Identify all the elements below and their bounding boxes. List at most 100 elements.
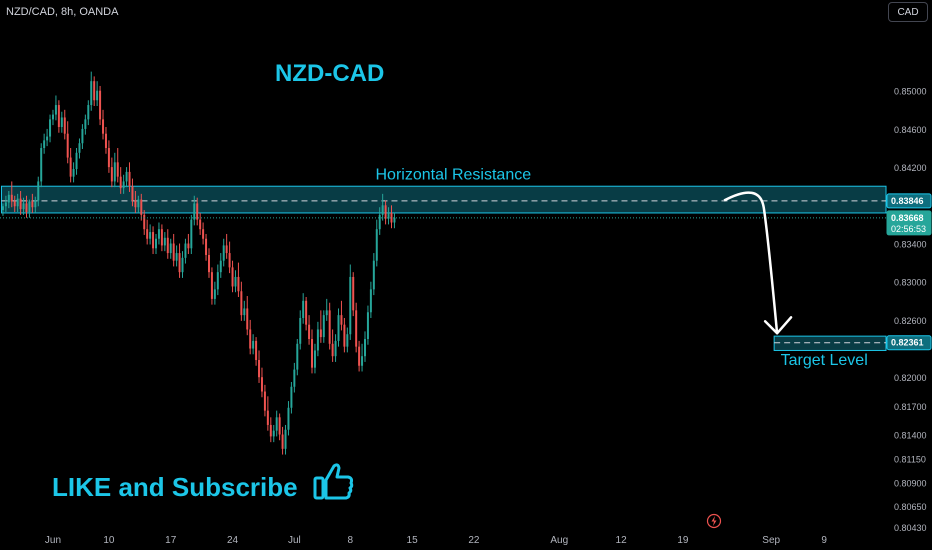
y-tick-label: 0.80430 <box>894 523 927 533</box>
candle-body <box>54 105 57 115</box>
price-label-value: 0.83668 <box>891 213 924 223</box>
lightning-icon[interactable] <box>706 513 722 529</box>
candle-body <box>31 201 34 208</box>
candle-body <box>296 343 299 370</box>
candle-body <box>178 253 181 273</box>
candle-body <box>293 369 296 387</box>
x-tick-label: Jul <box>288 535 301 546</box>
candle-body <box>287 407 290 430</box>
candle-body <box>104 133 107 149</box>
candle-body <box>222 245 225 261</box>
candle-body <box>37 181 40 201</box>
candle-body <box>96 90 99 101</box>
candle-body <box>319 329 322 338</box>
candle-body <box>202 229 205 239</box>
candle-body <box>181 257 184 273</box>
candle-body <box>207 254 210 273</box>
candle-body <box>116 162 119 177</box>
resistance-label: Horizontal Resistance <box>375 167 531 184</box>
x-tick-label: 8 <box>347 535 353 546</box>
candle-body <box>216 272 219 290</box>
price-label-value: 0.83846 <box>891 196 924 206</box>
projection-layer <box>723 191 793 335</box>
candle-body <box>375 229 378 261</box>
candle-body <box>210 272 213 299</box>
y-tick-label: 0.84600 <box>894 125 927 135</box>
candle-body <box>393 217 396 223</box>
candle-body <box>172 243 175 261</box>
candle-body <box>343 324 346 347</box>
candle-body <box>84 119 87 129</box>
candle-body <box>40 148 43 182</box>
candle-body <box>63 117 66 134</box>
candle-body <box>119 176 122 189</box>
candle-body <box>13 201 16 207</box>
y-tick-label: 0.83400 <box>894 240 927 250</box>
candle-body <box>69 157 72 177</box>
candle-body <box>255 340 258 361</box>
y-tick-label: 0.81150 <box>894 454 926 464</box>
candle-body <box>22 203 25 210</box>
candle-body <box>378 214 381 230</box>
candle-body <box>372 260 375 290</box>
thumbs-up-icon <box>312 460 356 504</box>
y-tick-label: 0.80650 <box>894 502 927 512</box>
candle-body <box>146 229 149 239</box>
candle-body <box>184 243 187 258</box>
currency-button[interactable]: CAD <box>888 2 928 22</box>
x-tick-label: 9 <box>821 535 827 546</box>
candle-body <box>46 136 49 141</box>
candle-body <box>102 119 105 134</box>
candle-body <box>175 253 178 261</box>
candle-body <box>366 312 369 340</box>
candle-body <box>390 212 393 223</box>
candle-body <box>311 339 314 368</box>
candle-body <box>107 148 110 168</box>
candle-body <box>81 128 84 144</box>
candle-body <box>169 243 172 254</box>
candle-body <box>163 237 166 246</box>
candle-body <box>60 117 63 128</box>
projection-arrowhead <box>763 316 793 335</box>
price-axis[interactable]: 0.85000 0.84600 0.84200 0.83400 0.83000 0.826… <box>886 87 932 533</box>
candle-body <box>369 289 372 313</box>
candle-body <box>99 90 102 120</box>
candle-body <box>302 300 305 318</box>
time-axis[interactable]: Jun 10 17 24 Jul 8 15 22 Aug 12 19 Sep 9 <box>45 535 827 546</box>
candle-body <box>260 377 263 392</box>
candle-body <box>308 324 311 340</box>
candle-body <box>7 194 10 203</box>
candle-body <box>10 194 13 202</box>
candle-body <box>155 238 158 249</box>
candle-body <box>381 205 384 215</box>
y-tick-label: 0.80900 <box>894 478 927 488</box>
candle-body <box>269 424 272 437</box>
x-tick-label: 12 <box>616 535 628 546</box>
candle-body <box>384 205 387 219</box>
candle-body <box>331 343 334 357</box>
candle-body <box>16 198 19 207</box>
symbol-header: NZD/CAD, 8h, OANDA <box>6 6 119 18</box>
candle-body <box>266 410 269 425</box>
candle-body <box>234 276 237 287</box>
candle-body <box>299 318 302 344</box>
candle-body <box>57 105 60 128</box>
candle-body <box>87 105 90 120</box>
candle-body <box>199 219 202 230</box>
candle-body <box>252 340 255 349</box>
candle-body <box>49 119 52 137</box>
y-tick-label: 0.85000 <box>894 87 927 97</box>
y-tick-label: 0.82600 <box>894 316 927 326</box>
candle-body <box>290 386 293 408</box>
candle-body <box>152 232 155 249</box>
candle-body <box>25 203 28 212</box>
candle-body <box>249 329 252 349</box>
chart-labels-layer: NZD-CAD Horizontal Resistance Target Lev… <box>275 60 868 369</box>
x-tick-label: Aug <box>550 535 568 546</box>
candle-body <box>231 267 234 287</box>
x-tick-label: Sep <box>762 535 780 546</box>
candle-body <box>346 334 349 347</box>
candle-body <box>325 310 328 316</box>
candle-body <box>349 276 352 335</box>
